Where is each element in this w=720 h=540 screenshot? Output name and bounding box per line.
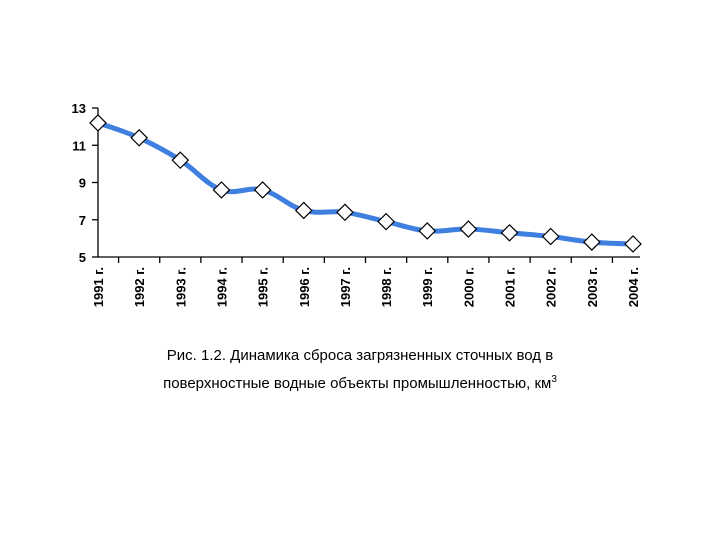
x-tick-label: 2001 г. bbox=[503, 267, 518, 307]
x-tick-label: 2002 г. bbox=[544, 267, 559, 307]
data-point-marker bbox=[377, 212, 395, 231]
axes bbox=[97, 108, 640, 258]
data-point-marker bbox=[500, 223, 519, 242]
y-tick-label: 9 bbox=[79, 176, 86, 191]
x-tick-label: 1995 г. bbox=[256, 267, 271, 307]
x-tick-label: 1991 г. bbox=[91, 267, 106, 307]
y-tick-label: 11 bbox=[72, 138, 86, 153]
y-tick-label: 13 bbox=[72, 101, 86, 116]
x-tick-label: 1993 г. bbox=[173, 267, 188, 307]
chart: 13 11 9 7 5 1991 г. 1992 г. 1993 г. 1994 г. 1995… bbox=[72, 101, 642, 307]
x-tick-label: 2000 г. bbox=[461, 267, 476, 307]
y-tick-label: 5 bbox=[79, 250, 86, 265]
data-point-marker bbox=[624, 235, 642, 253]
data-point-marker bbox=[89, 114, 107, 132]
data-point-marker bbox=[336, 203, 354, 222]
x-tick-label: 1999 г. bbox=[420, 267, 435, 307]
markers bbox=[89, 114, 642, 253]
x-tick-label: 1998 г. bbox=[379, 267, 394, 307]
x-tick-label: 1997 г. bbox=[338, 267, 353, 307]
x-tick-label: 1994 г. bbox=[214, 267, 229, 307]
y-ticks: 13 11 9 7 5 bbox=[72, 101, 98, 265]
x-ticks: 1991 г. 1992 г. 1993 г. 1994 г. 1995 г. 1996 … bbox=[91, 257, 641, 307]
data-point-marker bbox=[253, 181, 272, 199]
caption-line-1: Рис. 1.2. Динамика сброса загрязненных с… bbox=[166, 347, 554, 364]
data-point-marker bbox=[418, 222, 437, 240]
figure-caption: Рис. 1.2. Динамика сброса загрязненных с… bbox=[110, 344, 610, 396]
data-point-marker bbox=[171, 151, 190, 169]
data-point-marker bbox=[212, 181, 231, 199]
caption-line-2-text: поверхностные водные объекты промышленно… bbox=[163, 375, 552, 392]
x-tick-label: 1996 г. bbox=[297, 267, 312, 307]
x-tick-label: 2003 г. bbox=[585, 267, 600, 307]
data-point-marker bbox=[541, 227, 560, 246]
x-tick-label: 1992 г. bbox=[132, 267, 147, 307]
caption-superscript: 3 bbox=[551, 374, 557, 385]
x-tick-label: 2004 г. bbox=[626, 267, 641, 307]
data-point-marker bbox=[459, 220, 478, 238]
data-point-marker bbox=[582, 233, 601, 251]
caption-line-2: поверхностные водные объекты промышленно… bbox=[110, 368, 610, 396]
series-line bbox=[95, 120, 636, 247]
y-tick-label: 7 bbox=[79, 213, 86, 228]
data-point-marker bbox=[294, 201, 313, 220]
data-point-marker bbox=[130, 128, 149, 147]
